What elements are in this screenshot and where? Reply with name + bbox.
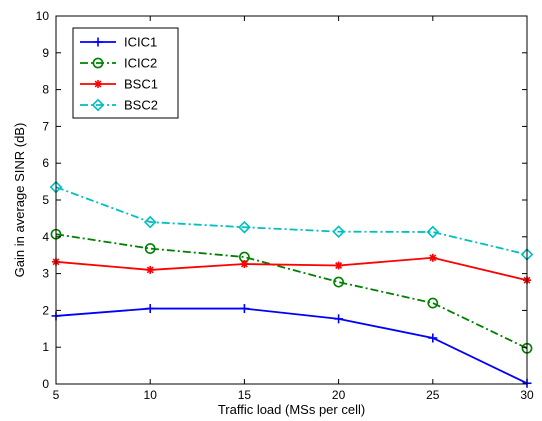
legend-item-icic1: ICIC1 bbox=[80, 35, 157, 50]
y-tick-label: 4 bbox=[42, 230, 49, 244]
series-line-bsc1 bbox=[55, 256, 528, 282]
legend-label-icic1: ICIC1 bbox=[124, 35, 157, 50]
legend-item-bsc1: BSC1 bbox=[80, 77, 158, 92]
data-point-bsc1 bbox=[240, 260, 249, 269]
data-point-bsc1 bbox=[334, 261, 343, 270]
y-tick-label: 3 bbox=[42, 267, 49, 281]
legend-box bbox=[72, 27, 179, 119]
data-point-bsc2 bbox=[332, 225, 345, 238]
data-point-bsc2 bbox=[238, 220, 251, 234]
x-tick-label: 5 bbox=[53, 388, 60, 402]
legend-marker-bsc1 bbox=[94, 80, 102, 88]
data-point-icic1 bbox=[334, 314, 344, 324]
data-point-icic1 bbox=[145, 304, 155, 314]
data-point-bsc1 bbox=[428, 253, 437, 262]
data-point-icic1 bbox=[239, 304, 249, 314]
y-tick-label: 9 bbox=[42, 46, 49, 60]
y-tick-label: 1 bbox=[42, 340, 49, 354]
x-tick-label: 25 bbox=[426, 388, 440, 402]
data-point-icic2 bbox=[427, 297, 439, 309]
data-point-icic2 bbox=[144, 243, 156, 254]
y-tick-label: 5 bbox=[42, 193, 49, 207]
legend-item-bsc2: BSC2 bbox=[80, 98, 158, 113]
data-point-icic1 bbox=[428, 333, 438, 343]
y-tick-label: 6 bbox=[42, 156, 49, 170]
y-tick-label: 0 bbox=[42, 377, 49, 391]
data-point-bsc1 bbox=[146, 265, 155, 274]
legend-label-icic2: ICIC2 bbox=[124, 56, 157, 71]
y-tick-label: 10 bbox=[36, 9, 50, 23]
series-line-bsc2 bbox=[55, 186, 528, 256]
y-tick-label: 7 bbox=[42, 119, 49, 133]
series-line-icic2 bbox=[55, 233, 528, 350]
legend-label-bsc1: BSC1 bbox=[124, 77, 158, 92]
x-tick-label: 20 bbox=[332, 388, 346, 402]
data-point-bsc2 bbox=[143, 215, 157, 229]
legend: ICIC1 ICIC2 BSC1 BSC2 bbox=[72, 27, 179, 119]
x-tick-label: 15 bbox=[238, 388, 252, 402]
ticks-layer: 5 10 15 20 25 30 0 1 2 3 4 5 6 7 8 9 10 bbox=[36, 9, 534, 402]
series-line-icic1 bbox=[55, 307, 528, 385]
x-tick-label: 30 bbox=[520, 388, 534, 402]
data-point-bsc2 bbox=[426, 225, 440, 239]
series-layer bbox=[49, 180, 534, 388]
y-tick-label: 2 bbox=[42, 303, 49, 317]
legend-item-icic2: ICIC2 bbox=[80, 56, 157, 71]
x-tick-label: 10 bbox=[144, 388, 158, 402]
legend-marker-icic2 bbox=[92, 57, 104, 69]
legend-marker-bsc2 bbox=[91, 98, 105, 112]
legend-label-bsc2: BSC2 bbox=[124, 98, 158, 113]
y-tick-label: 8 bbox=[42, 83, 49, 97]
x-axis-label: Traffic load (MSs per cell) bbox=[218, 402, 365, 417]
y-axis-label: Gain in average SINR (dB) bbox=[12, 123, 27, 278]
data-point-icic2 bbox=[333, 276, 344, 288]
legend-marker-icic1 bbox=[93, 37, 103, 47]
